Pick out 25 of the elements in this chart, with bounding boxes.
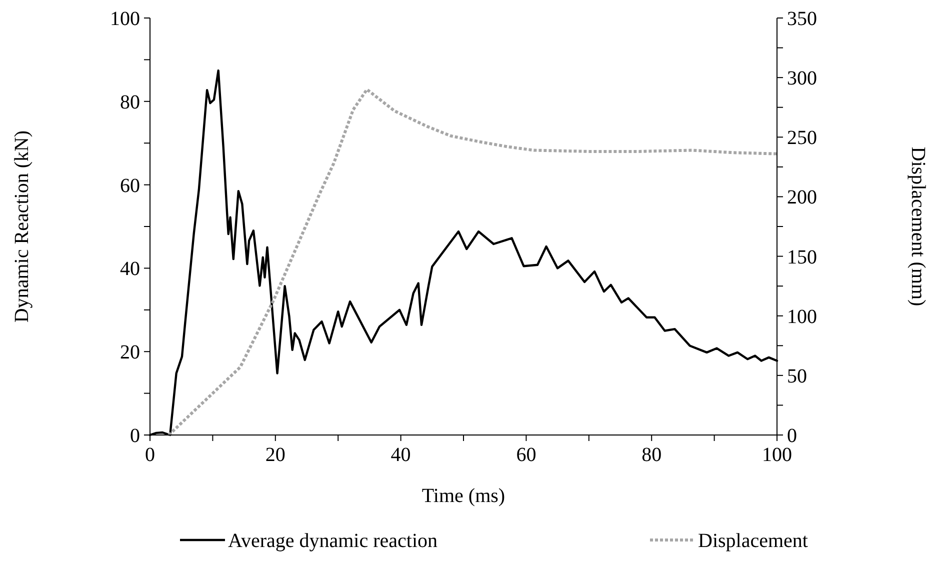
y2-tick-label: 150 (787, 246, 817, 268)
y2-tick-label: 300 (787, 68, 817, 90)
y-tick-label: 0 (130, 425, 140, 447)
x-axis-title: Time (ms) (422, 485, 506, 507)
y-tick-label: 60 (120, 174, 140, 197)
y2-axis-title: Displacement (mm) (907, 146, 929, 306)
x-tick-label: 60 (516, 444, 536, 466)
y2-tick-label: 250 (787, 127, 817, 150)
x-tick-label: 40 (390, 444, 411, 466)
x-tick-label: 80 (642, 444, 662, 466)
legend-label: Average dynamic reaction (228, 530, 438, 552)
x-tick-label: 20 (265, 444, 286, 466)
y-tick-label: 80 (120, 91, 140, 114)
y-axis-title: Dynamic Reaction (kN) (11, 130, 33, 323)
y2-tick-label: 100 (787, 306, 817, 328)
y-tick-label: 40 (120, 258, 140, 280)
y2-tick-label: 350 (787, 8, 817, 30)
y2-tick-label: 0 (787, 425, 797, 447)
y2-tick-label: 200 (787, 186, 817, 209)
y2-tick-label: 50 (787, 365, 807, 388)
y-tick-label: 100 (110, 8, 140, 30)
y-tick-label: 20 (120, 342, 140, 364)
legend-label: Displacement (698, 530, 808, 552)
x-tick-label: 0 (145, 444, 155, 466)
x-tick-label: 100 (762, 444, 792, 466)
